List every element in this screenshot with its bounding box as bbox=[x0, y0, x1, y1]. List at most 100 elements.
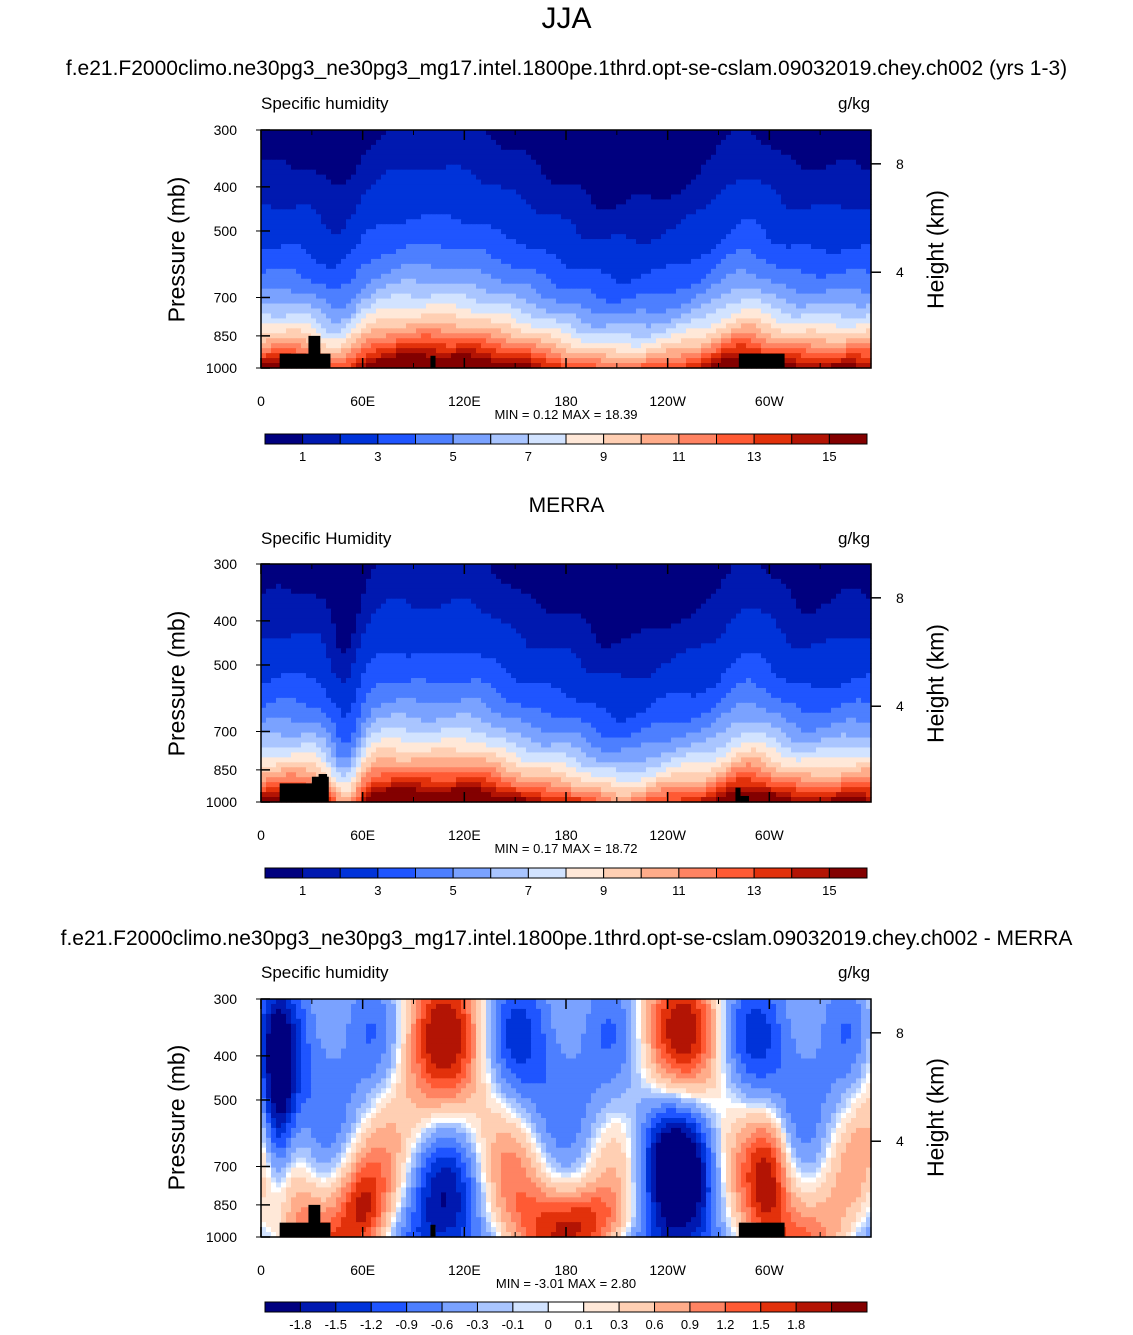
colorbar-swatch bbox=[678, 867, 717, 879]
y-tick-label: 500 bbox=[214, 657, 238, 673]
colorbar-label: 0.6 bbox=[645, 1317, 663, 1332]
colorbar-swatch bbox=[831, 1301, 868, 1313]
y-tick-label: 850 bbox=[214, 762, 238, 778]
colorbar-swatch bbox=[828, 867, 868, 879]
x-tick-label: 60W bbox=[755, 827, 785, 843]
panel-3-topography bbox=[279, 1204, 785, 1237]
colorbar-label: 13 bbox=[747, 883, 761, 898]
colorbar-swatch bbox=[527, 867, 567, 879]
colorbar-swatch bbox=[476, 1301, 514, 1313]
colorbar-label: 5 bbox=[450, 449, 457, 464]
colorbar-label: 1.2 bbox=[716, 1317, 734, 1332]
colorbar-swatch bbox=[618, 1301, 656, 1313]
height-tick-label: 4 bbox=[896, 264, 904, 280]
colorbar-swatch bbox=[791, 867, 830, 879]
colorbar-swatch bbox=[406, 1301, 443, 1313]
panel-2-units-label: g/kg bbox=[838, 529, 871, 548]
y-tick-label: 500 bbox=[214, 1092, 238, 1108]
panel-3-title: f.e21.F2000climo.ne30pg3_ne30pg3_mg17.in… bbox=[60, 927, 1073, 950]
colorbar-swatch bbox=[640, 867, 680, 879]
panel-1-field bbox=[261, 130, 872, 369]
panel-1-title: f.e21.F2000climo.ne30pg3_ne30pg3_mg17.in… bbox=[65, 57, 1068, 80]
x-tick-label: 0 bbox=[257, 1262, 265, 1278]
x-tick-label: 120E bbox=[448, 1262, 481, 1278]
colorbar-swatch bbox=[716, 433, 755, 445]
colorbar-label: 13 bbox=[747, 449, 761, 464]
colorbar-swatch bbox=[527, 433, 567, 445]
colorbar-swatch bbox=[377, 433, 416, 445]
colorbar-label: 11 bbox=[672, 883, 686, 898]
terrain-block bbox=[430, 355, 436, 368]
panel-1-stats: MIN = 0.12 MAX = 18.39 bbox=[494, 407, 637, 422]
y-tick-label: 300 bbox=[214, 991, 238, 1007]
height-tick-label: 8 bbox=[896, 1025, 904, 1041]
colorbar-swatch bbox=[565, 433, 605, 445]
colorbar-label: 3 bbox=[374, 883, 381, 898]
y-tick-label: 700 bbox=[214, 289, 238, 305]
terrain-block bbox=[279, 353, 331, 368]
colorbar-label: 7 bbox=[525, 449, 532, 464]
colorbar-swatch bbox=[640, 433, 680, 445]
colorbar-swatch bbox=[678, 433, 717, 445]
panel-1-units-label: g/kg bbox=[838, 94, 871, 113]
colorbar-swatch bbox=[689, 1301, 726, 1313]
x-tick-label: 0 bbox=[257, 827, 265, 843]
panel-3-units-label: g/kg bbox=[838, 963, 871, 982]
colorbar-swatch bbox=[603, 433, 642, 445]
y-tick-label: 1000 bbox=[206, 794, 237, 810]
y-tick-label: 300 bbox=[214, 556, 238, 572]
colorbar-label: 0.9 bbox=[681, 1317, 699, 1332]
y-tick-label: 400 bbox=[214, 613, 238, 629]
colorbar-label: -1.2 bbox=[360, 1317, 382, 1332]
colorbar-swatch bbox=[583, 1301, 620, 1313]
colorbar-swatch bbox=[753, 433, 793, 445]
x-tick-label: 120W bbox=[649, 1262, 686, 1278]
panel-2-topography bbox=[279, 774, 749, 802]
height-tick-label: 8 bbox=[896, 156, 904, 172]
colorbar-label: 5 bbox=[450, 883, 457, 898]
colorbar-swatch bbox=[377, 867, 416, 879]
colorbar-swatch bbox=[302, 433, 341, 445]
panel-3-field bbox=[261, 999, 872, 1238]
terrain-block bbox=[738, 1222, 785, 1237]
panel-1-colorbar: 1 3 5 7 9 11 13 15 bbox=[264, 433, 868, 464]
panel-1-plot: 300 400 500 700 850 1000 8 4 0 60E 120E 180 120W 60W M… bbox=[206, 122, 904, 464]
colorbar-swatch bbox=[302, 867, 341, 879]
colorbar-label: 15 bbox=[822, 449, 836, 464]
x-tick-label: 60E bbox=[350, 1262, 375, 1278]
panel-1-variable-label: Specific humidity bbox=[261, 94, 389, 113]
colorbar-swatch bbox=[828, 433, 868, 445]
panel-2-stats: MIN = 0.17 MAX = 18.72 bbox=[494, 841, 637, 856]
panel-2-plot: 300 400 500 700 850 1000 8 4 0 60E 120E 180 120W 60W M… bbox=[206, 556, 904, 898]
panel-2-colorbar: 1 3 5 7 9 11 13 15 bbox=[264, 867, 868, 898]
panel-2-title: MERRA bbox=[528, 494, 605, 517]
x-tick-label: 120W bbox=[649, 393, 686, 409]
y-tick-label: 850 bbox=[214, 1197, 238, 1213]
x-tick-label: 120E bbox=[448, 827, 481, 843]
colorbar-swatch bbox=[795, 1301, 833, 1313]
colorbar-swatch bbox=[760, 1301, 797, 1313]
colorbar-swatch bbox=[415, 433, 454, 445]
height-tick-label: 4 bbox=[896, 698, 904, 714]
terrain-block bbox=[430, 1224, 436, 1237]
terrain-block bbox=[740, 795, 749, 802]
colorbar-label: 1 bbox=[299, 883, 306, 898]
colorbar-swatch bbox=[753, 867, 793, 879]
colorbar-swatch bbox=[264, 1301, 301, 1313]
y-tick-label: 850 bbox=[214, 328, 238, 344]
colorbar-swatch bbox=[791, 433, 830, 445]
terrain-block bbox=[735, 787, 741, 802]
colorbar-swatch bbox=[724, 1301, 762, 1313]
x-tick-label: 60E bbox=[350, 393, 375, 409]
colorbar-label: 11 bbox=[672, 449, 686, 464]
colorbar-label: 1.8 bbox=[787, 1317, 805, 1332]
colorbar-label: 3 bbox=[374, 449, 381, 464]
colorbar-swatch bbox=[603, 867, 642, 879]
colorbar-label: 1 bbox=[299, 449, 306, 464]
x-tick-label: 180 bbox=[554, 1262, 578, 1278]
colorbar-swatch bbox=[654, 1301, 691, 1313]
panel-2-field bbox=[261, 564, 872, 803]
y-tick-label: 1000 bbox=[206, 360, 237, 376]
x-tick-label: 120E bbox=[448, 393, 481, 409]
y-tick-label: 500 bbox=[214, 223, 238, 239]
